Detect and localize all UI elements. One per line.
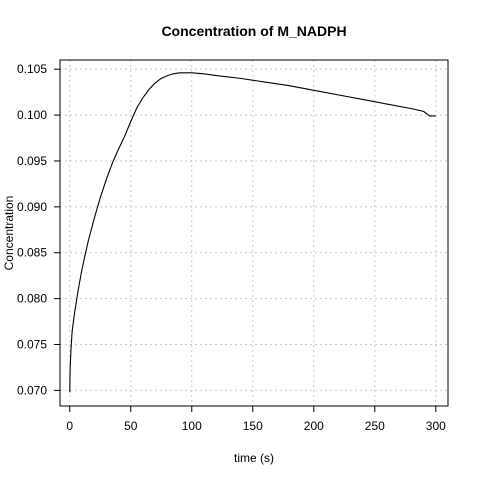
y-tick-label: 0.085: [17, 246, 47, 260]
y-tick-label: 0.105: [17, 62, 47, 76]
x-tick-label: 300: [426, 419, 446, 433]
x-axis: 0 50 100 150 200 250 300: [66, 406, 446, 433]
x-tick-label: 50: [124, 419, 138, 433]
x-tick-label: 0: [66, 419, 73, 433]
x-tick-label: 250: [365, 419, 385, 433]
plot-frame: [59, 59, 449, 407]
y-axis-label: Concentration: [2, 196, 16, 271]
chart-title: Concentration of M_NADPH: [161, 23, 346, 39]
x-tick-label: 150: [243, 419, 263, 433]
y-axis: 0.070 0.075 0.080 0.085 0.090 0.095 0.100 0.105: [17, 62, 60, 397]
y-tick-label: 0.090: [17, 200, 47, 214]
series-line: [69, 72, 436, 393]
series-layer: [69, 72, 436, 393]
x-tick-label: 200: [304, 419, 324, 433]
y-tick-label: 0.100: [17, 108, 47, 122]
y-tick-label: 0.095: [17, 154, 47, 168]
y-tick-label: 0.080: [17, 292, 47, 306]
grid: [60, 60, 448, 406]
x-axis-label: time (s): [234, 451, 274, 465]
x-tick-label: 100: [182, 419, 202, 433]
y-tick-label: 0.075: [17, 338, 47, 352]
y-tick-label: 0.070: [17, 383, 47, 397]
